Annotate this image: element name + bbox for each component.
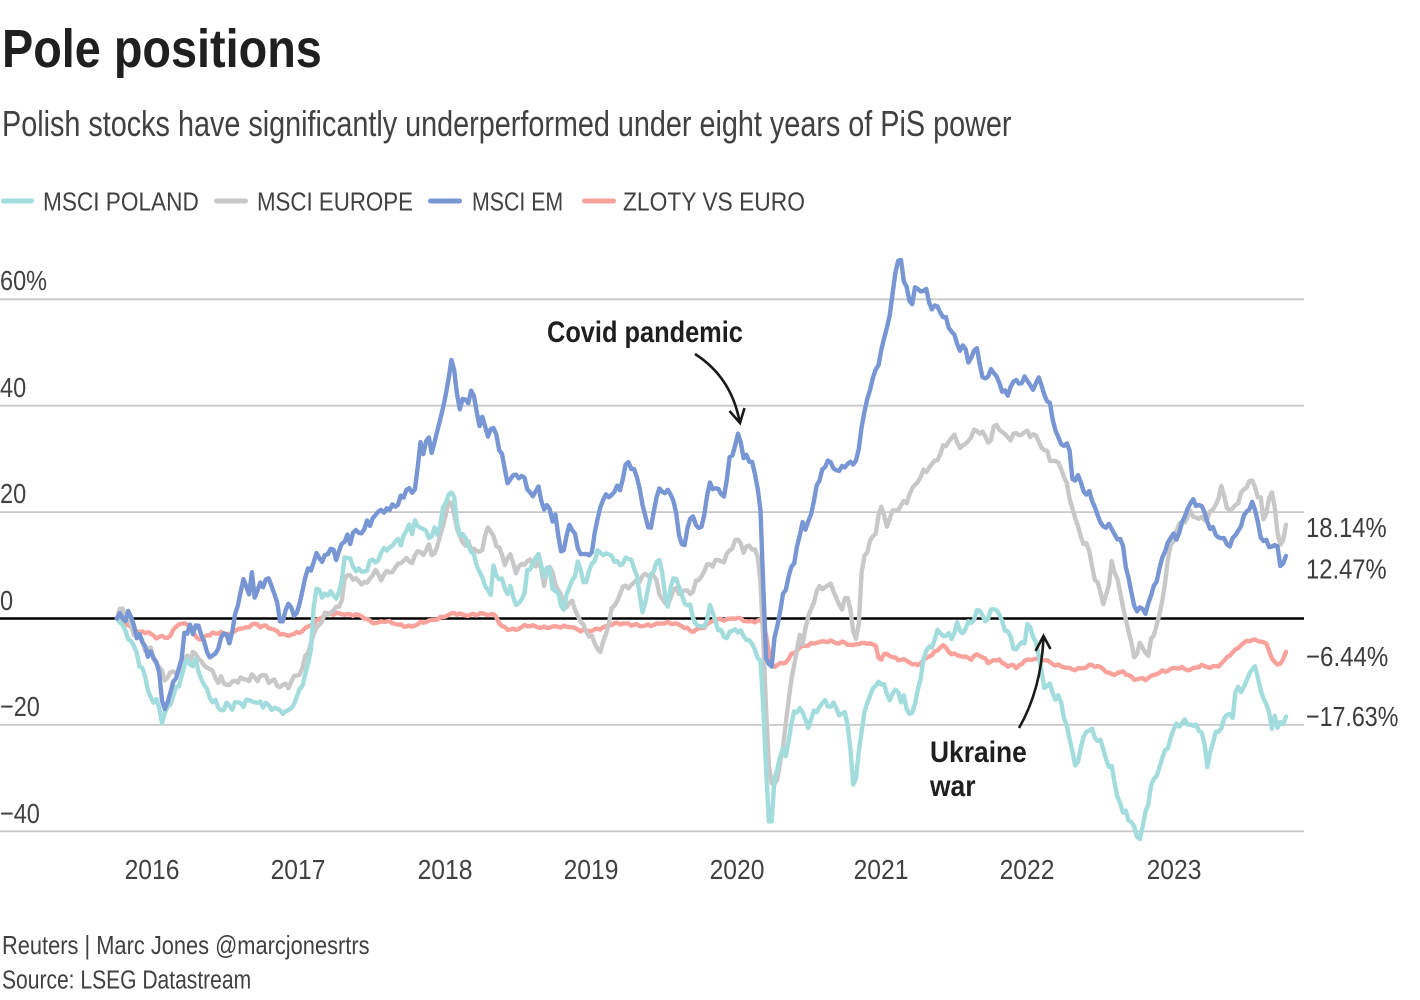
- svg-text:2017: 2017: [271, 854, 326, 886]
- svg-text:2019: 2019: [564, 854, 619, 886]
- svg-text:0: 0: [0, 586, 13, 616]
- svg-text:12.47%: 12.47%: [1306, 553, 1387, 585]
- svg-text:MSCI POLAND: MSCI POLAND: [43, 188, 199, 217]
- svg-text:Polish stocks have significant: Polish stocks have significantly underpe…: [2, 103, 1012, 144]
- svg-text:ZLOTY VS EURO: ZLOTY VS EURO: [623, 188, 805, 217]
- svg-text:−6.44%: −6.44%: [1306, 640, 1388, 672]
- svg-text:MSCI EM: MSCI EM: [472, 188, 563, 218]
- svg-text:2023: 2023: [1147, 854, 1202, 886]
- svg-text:MSCI EUROPE: MSCI EUROPE: [257, 188, 413, 217]
- svg-text:war: war: [929, 768, 975, 802]
- svg-text:Covid pandemic: Covid pandemic: [547, 315, 743, 348]
- svg-text:2021: 2021: [854, 854, 909, 886]
- svg-text:−40: −40: [0, 799, 40, 829]
- svg-text:Reuters | Marc Jones @marcjone: Reuters | Marc Jones @marcjonesrtrs: [2, 931, 370, 960]
- svg-text:40: 40: [0, 373, 26, 403]
- svg-text:Source: LSEG Datastream: Source: LSEG Datastream: [2, 967, 251, 996]
- svg-text:2016: 2016: [125, 854, 180, 886]
- svg-text:20: 20: [0, 479, 26, 509]
- svg-text:2022: 2022: [1000, 854, 1055, 886]
- svg-text:60%: 60%: [0, 266, 47, 296]
- svg-text:2018: 2018: [418, 854, 473, 886]
- svg-text:−17.63%: −17.63%: [1306, 702, 1398, 732]
- svg-text:18.14%: 18.14%: [1306, 511, 1387, 543]
- svg-text:Ukraine: Ukraine: [930, 734, 1027, 768]
- svg-text:−20: −20: [0, 692, 40, 722]
- svg-text:Pole positions: Pole positions: [2, 18, 322, 79]
- svg-text:2020: 2020: [710, 854, 765, 886]
